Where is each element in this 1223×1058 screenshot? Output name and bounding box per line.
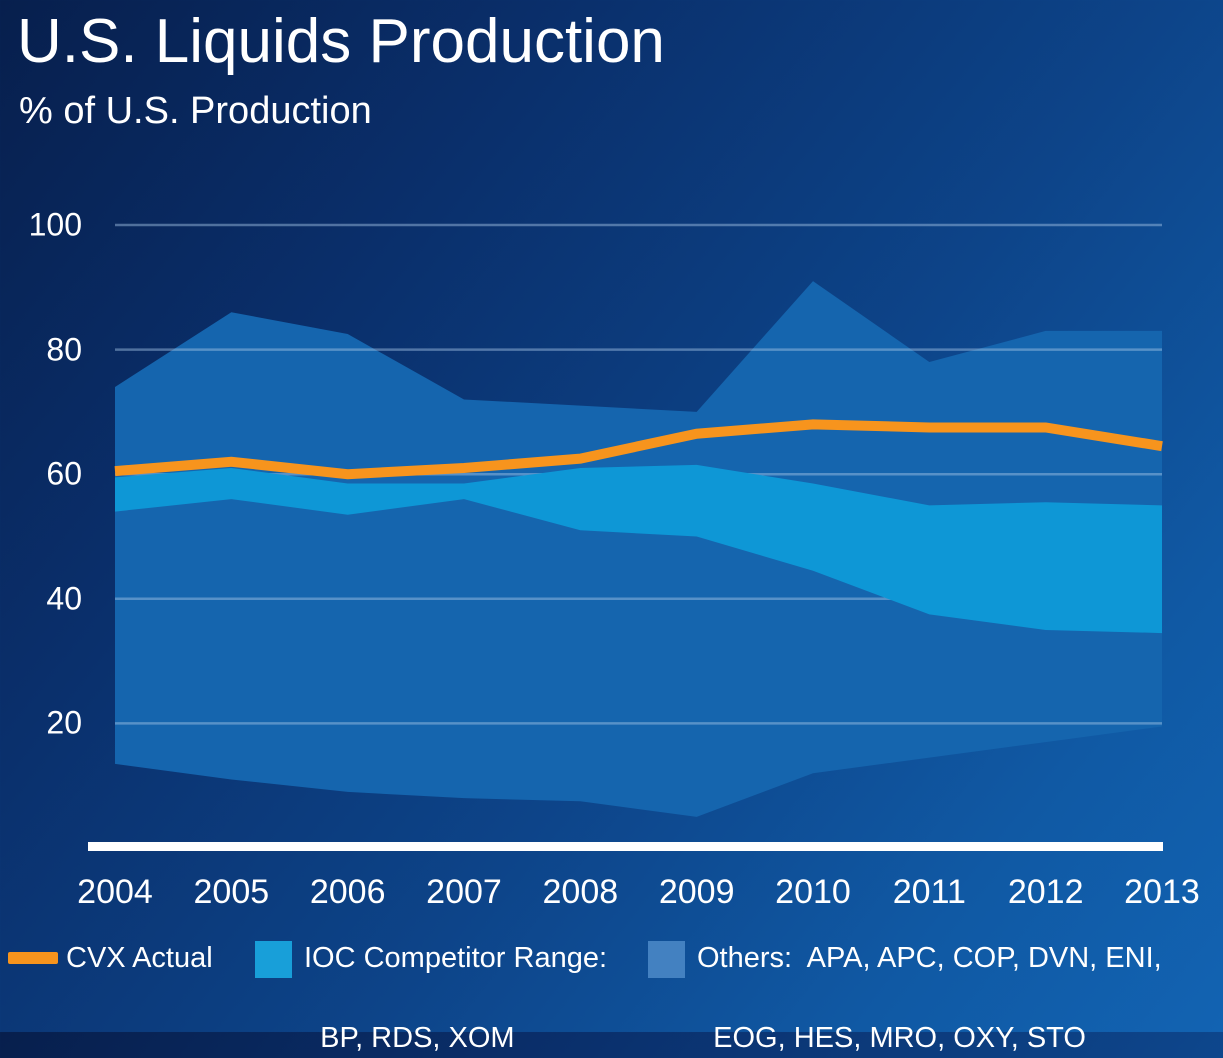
chart-subtitle: % of U.S. Production (19, 90, 372, 132)
y-axis-label-80: 80 (46, 331, 82, 368)
legend-label-others-line1: Others: APA, APC, COP, DVN, ENI, (697, 942, 1162, 974)
x-axis-label-2004: 2004 (77, 873, 153, 911)
cvx-actual-line (114, 419, 1163, 480)
legend-item-cvx: CVX Actual (66, 938, 213, 978)
legend-label-cvx: CVX Actual (66, 942, 213, 974)
chart-title: U.S. Liquids Production (17, 7, 665, 76)
ioc-band-area (115, 464, 1162, 634)
x-axis-label-2006: 2006 (309, 873, 386, 911)
plot-area (88, 223, 1163, 851)
legend-swatch-others (648, 941, 685, 978)
y-axis-label-60: 60 (46, 455, 82, 492)
x-axis-line (88, 842, 1163, 851)
legend-label-ioc-line2: BP, RDS, XOM (320, 1022, 515, 1054)
legend-item-ioc: IOC Competitor Range: BP, RDS, XOM (304, 938, 607, 1058)
legend-swatch-cvx-line (8, 952, 58, 964)
x-axis-label-2011: 2011 (892, 873, 966, 911)
y-axis-label-20: 20 (46, 704, 82, 741)
y-axis-label-100: 100 (28, 206, 82, 243)
x-axis-label-2012: 2012 (1007, 873, 1084, 911)
x-axis-label-2008: 2008 (542, 873, 619, 911)
x-axis-label-2007: 2007 (426, 873, 502, 911)
legend-label-others-line2: EOG, HES, MRO, OXY, STO (713, 1022, 1086, 1054)
legend-label-ioc-line1: IOC Competitor Range: (304, 942, 608, 974)
x-axis-label-2009: 2009 (658, 873, 735, 911)
x-axis-label-2010: 2010 (775, 873, 851, 911)
x-axis-label-2005: 2005 (193, 873, 270, 911)
x-axis-label-2013: 2013 (1124, 873, 1200, 911)
others-band-area (115, 281, 1162, 817)
legend-item-others: Others: APA, APC, COP, DVN, ENI, EOG, HE… (697, 938, 1162, 1058)
legend-swatch-ioc (255, 941, 292, 978)
y-axis-label-40: 40 (46, 580, 82, 617)
